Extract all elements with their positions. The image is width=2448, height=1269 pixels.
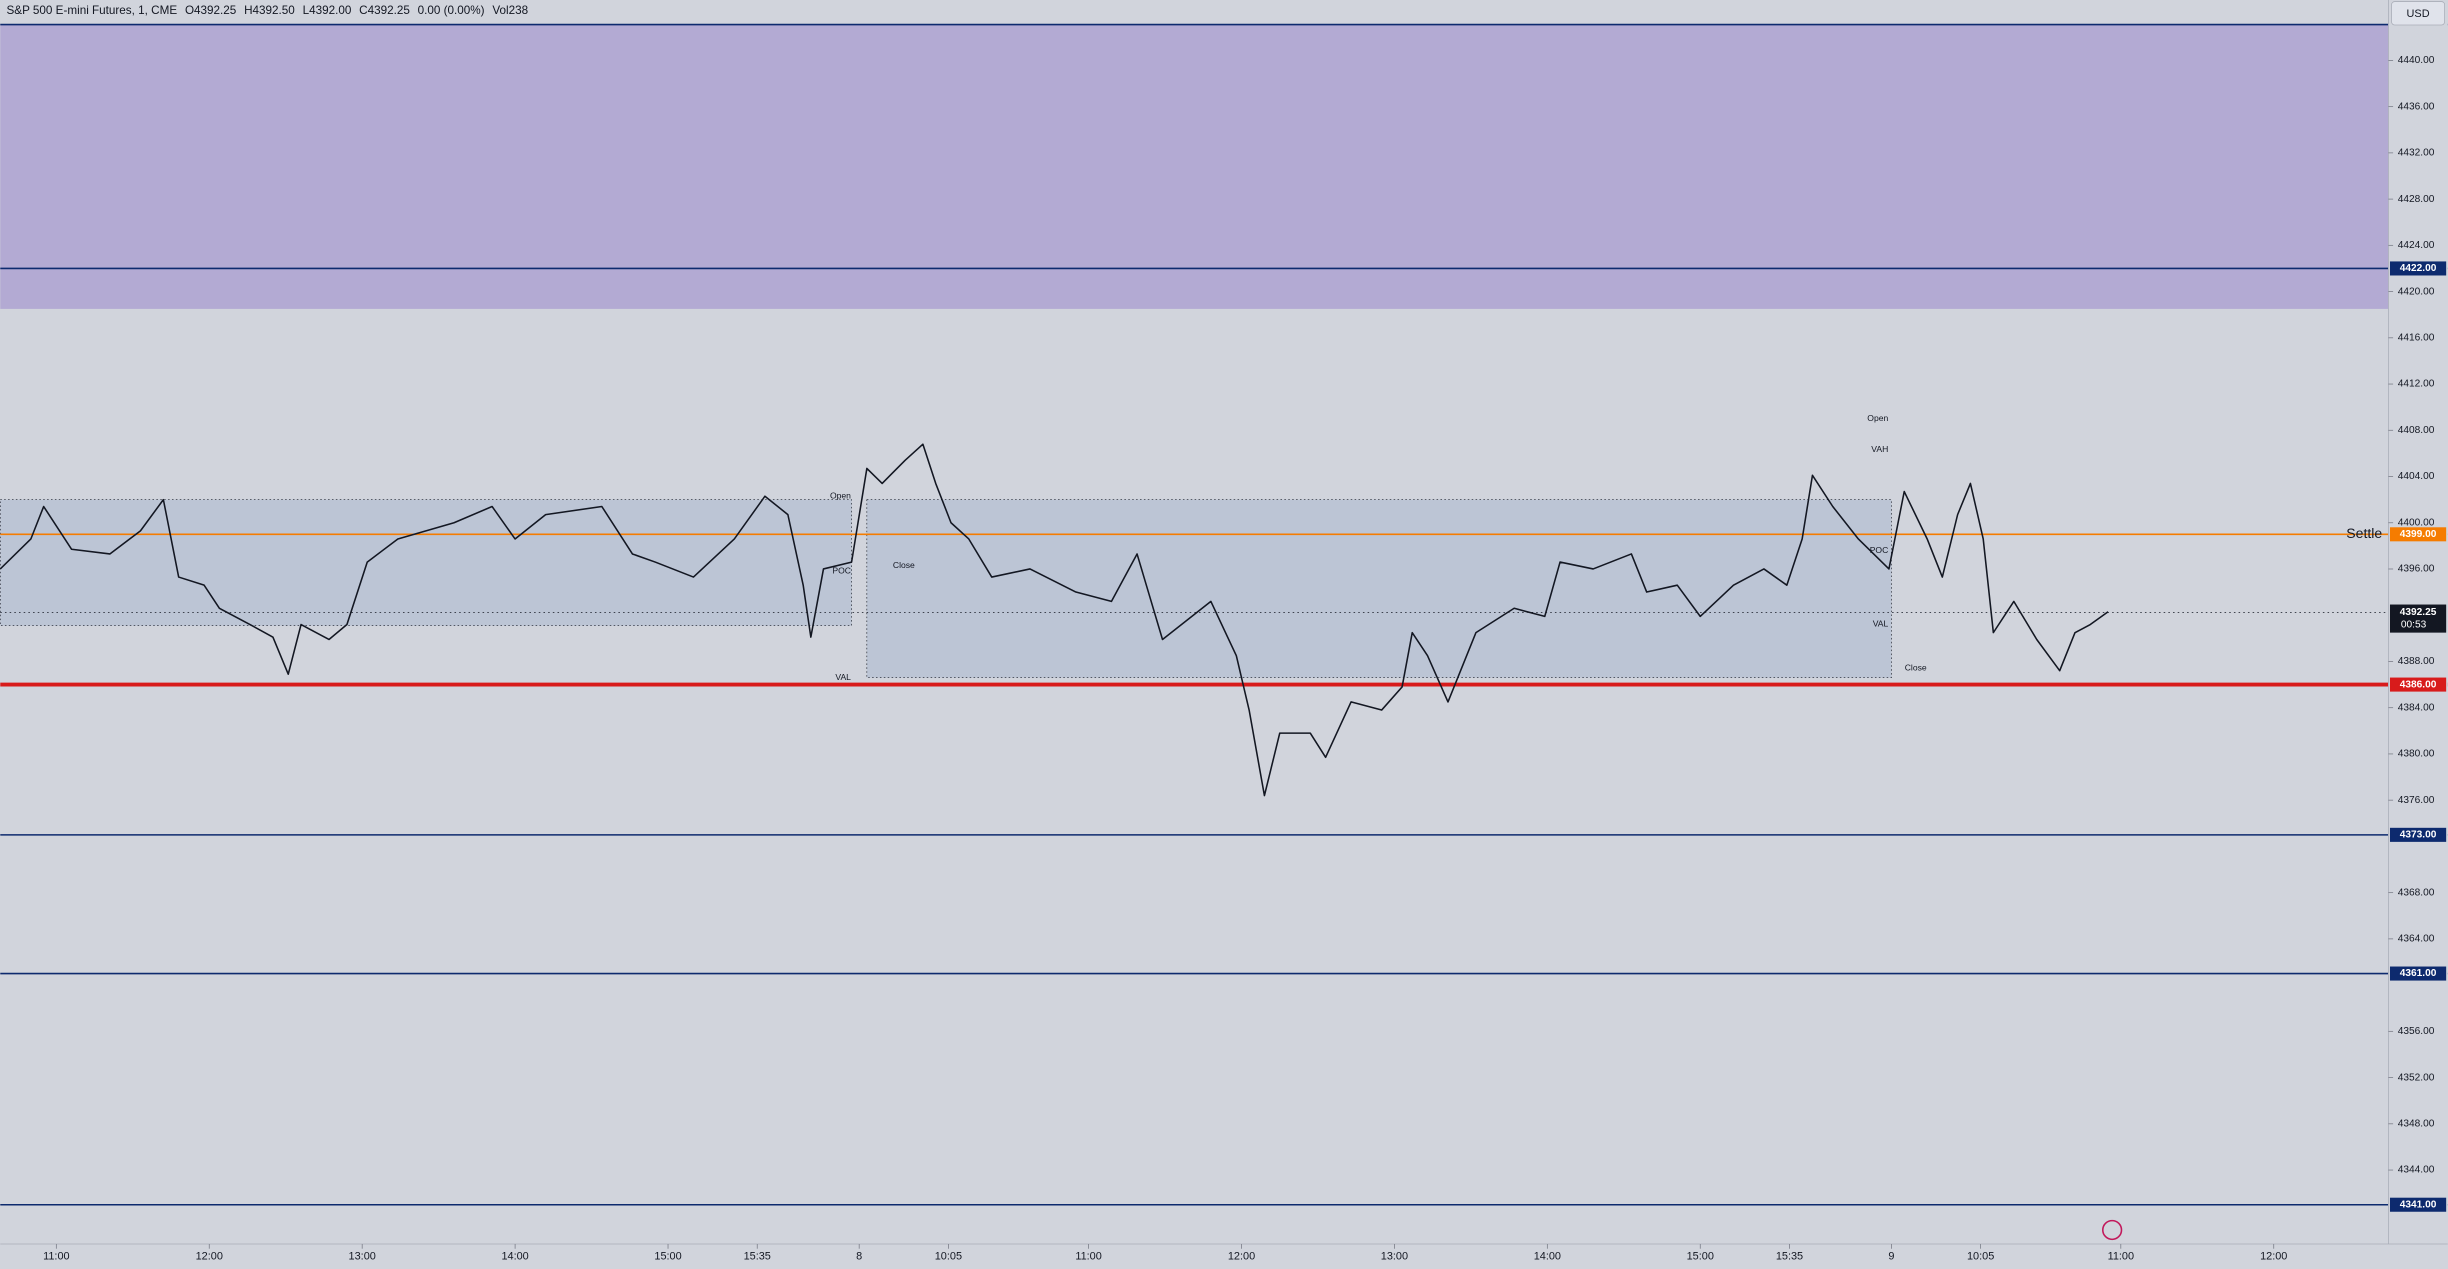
profile-label: POC: [832, 566, 851, 576]
profile-label: VAL: [1873, 619, 1889, 629]
y-tick-label: 4396.00: [2398, 564, 2435, 575]
profile-label: VAH: [1871, 444, 1888, 454]
y-tick-label: 4436.00: [2398, 101, 2435, 112]
y-tick-label: 4412.00: [2398, 379, 2435, 390]
level-label-box: [2389, 1197, 2447, 1212]
profile-label: Open: [830, 490, 851, 500]
x-tick-label: 15:00: [654, 1250, 681, 1262]
profile-label: Close: [1905, 663, 1927, 673]
y-tick-label: 4384.00: [2398, 702, 2435, 713]
y-tick-label: 4424.00: [2398, 240, 2435, 251]
ohlc-open: O4392.25: [185, 4, 237, 17]
x-tick-label: 15:35: [1776, 1250, 1803, 1262]
x-tick-label: 11:00: [43, 1250, 69, 1262]
symbol: S&P 500 E-mini Futures, 1, CME: [7, 4, 178, 17]
y-tick-label: 4356.00: [2398, 1026, 2435, 1037]
x-tick-label: 8: [856, 1250, 862, 1262]
level-label: 4361.00: [2400, 968, 2437, 979]
currency[interactable]: USD: [2407, 8, 2430, 20]
replay-icon[interactable]: [2101, 1219, 2123, 1241]
plot-layer: Open POC Close VAL Open VAH POC VAL Close: [0, 23, 2448, 1206]
ohlc-close: C4392.25: [359, 4, 410, 17]
level-label: 4422.00: [2400, 263, 2437, 274]
y-tick-label: 4428.00: [2398, 194, 2435, 205]
profile-label: Open: [1867, 413, 1888, 423]
level-label: 4373.00: [2400, 830, 2437, 841]
y-tick-label: 4344.00: [2398, 1165, 2435, 1176]
last-price-label: 4392.25: [2400, 607, 2437, 618]
level-label-box: [2389, 261, 2447, 276]
x-tick-label: 14:00: [501, 1250, 528, 1262]
x-tick-label: 15:00: [1687, 1250, 1714, 1262]
ohlc-high: H4392.50: [244, 4, 295, 17]
value-area: [866, 499, 1892, 678]
level-name: Settle: [2346, 525, 2382, 541]
x-tick-label: 12:00: [2260, 1250, 2287, 1262]
y-tick-label: 4408.00: [2398, 425, 2435, 436]
y-tick-label: 4420.00: [2398, 286, 2435, 297]
y-tick-label: 4416.00: [2398, 332, 2435, 343]
y-tick-label: 4376.00: [2398, 795, 2435, 806]
x-tick-label: 10:05: [935, 1250, 962, 1262]
y-tick-label: 4404.00: [2398, 471, 2435, 482]
level-label-box: [2389, 677, 2447, 692]
currency-button[interactable]: [2391, 1, 2446, 26]
y-tick-label: 4388.00: [2398, 656, 2435, 667]
x-tick-label: 9: [1888, 1250, 1894, 1262]
price-axis-bg: [2388, 0, 2448, 1269]
x-tick-label: 12:00: [196, 1250, 223, 1262]
y-tick-label: 4380.00: [2398, 749, 2435, 760]
price-line: [0, 443, 2109, 797]
profile-label: VAL: [835, 672, 851, 682]
x-tick-label: 15:35: [744, 1250, 771, 1262]
level-label-box: [2389, 827, 2447, 842]
ohlc-low: L4392.00: [303, 4, 352, 17]
x-tick-label: 11:00: [2108, 1250, 2134, 1262]
countdown: 00:53: [2401, 619, 2427, 630]
x-tick-label: 10:05: [1967, 1250, 1994, 1262]
volume: Vol238: [492, 4, 528, 17]
y-tick-label: 4440.00: [2398, 55, 2435, 66]
level-label-box: [2389, 527, 2447, 542]
supply-zone: [0, 24, 2389, 309]
level-label: 4341.00: [2400, 1199, 2437, 1210]
y-tick-label: 4348.00: [2398, 1118, 2435, 1129]
last-price-box: [2389, 604, 2447, 633]
x-tick-label: 14:00: [1534, 1250, 1561, 1262]
y-tick-label: 4368.00: [2398, 887, 2435, 898]
x-tick-label: 12:00: [1228, 1250, 1255, 1262]
axis-layer: 4422.00 4399.00 Settle 4386.00 4373.00 4361.0…: [43, 55, 2447, 1262]
x-tick-label: 13:00: [349, 1250, 376, 1262]
level-label: 4399.00: [2400, 529, 2437, 540]
y-tick-label: 4432.00: [2398, 148, 2435, 159]
x-tick-label: 13:00: [1381, 1250, 1408, 1262]
profile-label: POC: [1870, 545, 1889, 555]
level-label: 4386.00: [2400, 679, 2437, 690]
level-label-box: [2389, 966, 2447, 981]
y-tick-label: 4400.00: [2398, 517, 2435, 528]
value-area: [0, 499, 852, 626]
y-tick-label: 4364.00: [2398, 934, 2435, 945]
change: 0.00 (0.00%): [418, 4, 485, 17]
y-tick-label: 4352.00: [2398, 1072, 2435, 1083]
x-tick-label: 11:00: [1075, 1250, 1101, 1262]
profile-label: Close: [893, 560, 915, 570]
